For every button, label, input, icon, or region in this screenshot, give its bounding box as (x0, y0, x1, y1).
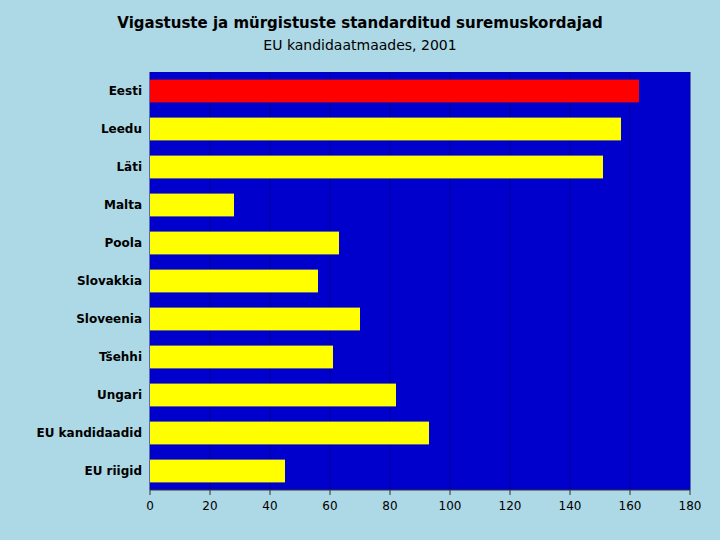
tick-label: 180 (679, 499, 702, 513)
bars (150, 80, 639, 483)
tick-label: 100 (439, 499, 462, 513)
title: Vigastuste ja mürgistuste standarditud s… (117, 14, 602, 32)
tick-label: 20 (202, 499, 217, 513)
tick-mark (450, 490, 451, 495)
category-label: Tšehhi (99, 350, 142, 364)
category-label: Sloveenia (76, 312, 142, 326)
bar (150, 118, 621, 141)
chart-svg: Vigastuste ja mürgistuste standarditud s… (0, 0, 720, 540)
bar (150, 194, 234, 217)
tick-label: 0 (146, 499, 154, 513)
tick-mark (690, 490, 691, 495)
bar (150, 346, 333, 369)
grid (150, 72, 690, 490)
bar (150, 156, 603, 179)
tick-mark (330, 490, 331, 495)
x-axis: 0 20 40 60 80 100 120 140 160 180 (146, 490, 701, 513)
tick-mark (150, 490, 151, 495)
plot-background (150, 72, 690, 490)
category-label: Slovakkia (77, 274, 142, 288)
tick-label: 160 (619, 499, 642, 513)
category-label: Ungari (97, 388, 142, 402)
tick-mark (390, 490, 391, 495)
bar (150, 308, 360, 331)
category-label: EU kandidaadid (36, 426, 142, 440)
tick-mark (270, 490, 271, 495)
tick-label: 80 (382, 499, 397, 513)
category-label: Malta (104, 198, 142, 212)
tick-mark (630, 490, 631, 495)
tick-mark (510, 490, 511, 495)
grid-line (690, 72, 691, 490)
bar (150, 80, 639, 103)
bar (150, 460, 285, 483)
axis-line (150, 490, 690, 491)
bar (150, 270, 318, 293)
tick-label: 140 (559, 499, 582, 513)
chart-container: Vigastuste ja mürgistuste standarditud s… (0, 0, 720, 540)
tick-label: 120 (499, 499, 522, 513)
tick-mark (210, 490, 211, 495)
category-label: Poola (105, 236, 143, 250)
subtitle: EU kandidaatmaades, 2001 (263, 37, 456, 53)
category-label: Leedu (101, 122, 142, 136)
grid-line (630, 72, 631, 490)
bar (150, 232, 339, 255)
tick-label: 60 (322, 499, 337, 513)
y-axis: Eesti Leedu Läti Malta Poola Slovakkia Sloveen… (36, 84, 142, 478)
bar (150, 384, 396, 407)
category-label: EU riigid (84, 464, 142, 478)
tick-mark (570, 490, 571, 495)
category-label: Eesti (109, 84, 142, 98)
category-label: Läti (116, 160, 142, 174)
tick-label: 40 (262, 499, 277, 513)
bar (150, 422, 429, 445)
